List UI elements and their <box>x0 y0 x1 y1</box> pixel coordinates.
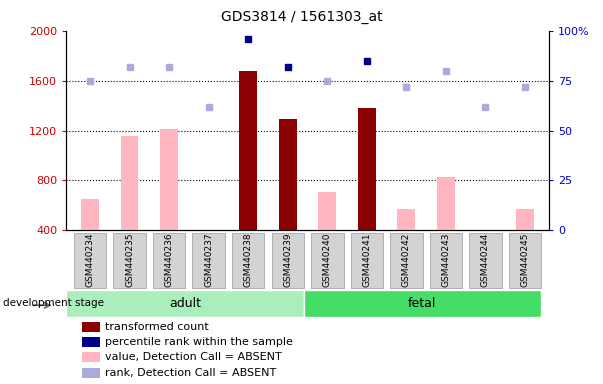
Text: GSM440239: GSM440239 <box>283 233 292 288</box>
Bar <box>81 322 99 332</box>
FancyBboxPatch shape <box>74 233 106 288</box>
Bar <box>358 108 376 230</box>
FancyBboxPatch shape <box>311 233 344 288</box>
FancyBboxPatch shape <box>303 290 541 317</box>
Bar <box>318 192 336 230</box>
FancyBboxPatch shape <box>271 233 304 288</box>
Text: GSM440236: GSM440236 <box>165 233 174 288</box>
Text: adult: adult <box>169 297 201 310</box>
FancyBboxPatch shape <box>113 233 146 288</box>
FancyBboxPatch shape <box>509 233 541 288</box>
Bar <box>160 129 178 230</box>
Text: fetal: fetal <box>408 297 437 310</box>
FancyBboxPatch shape <box>469 233 502 288</box>
Bar <box>279 119 297 230</box>
FancyBboxPatch shape <box>66 290 303 317</box>
FancyBboxPatch shape <box>192 233 225 288</box>
Text: GSM440245: GSM440245 <box>520 233 529 287</box>
Text: GSM440242: GSM440242 <box>402 233 411 287</box>
Text: GDS3814 / 1561303_at: GDS3814 / 1561303_at <box>221 10 382 23</box>
FancyBboxPatch shape <box>153 233 185 288</box>
Text: GSM440244: GSM440244 <box>481 233 490 287</box>
Text: GSM440234: GSM440234 <box>86 233 95 287</box>
Bar <box>81 367 99 378</box>
Text: GSM440235: GSM440235 <box>125 233 134 288</box>
Text: value, Detection Call = ABSENT: value, Detection Call = ABSENT <box>105 353 282 362</box>
Bar <box>437 177 455 230</box>
FancyBboxPatch shape <box>350 233 383 288</box>
Text: GSM440243: GSM440243 <box>441 233 450 287</box>
Bar <box>81 337 99 347</box>
Bar <box>239 71 257 230</box>
Text: GSM440241: GSM440241 <box>362 233 371 287</box>
Text: GSM440237: GSM440237 <box>204 233 213 288</box>
Bar <box>476 230 494 232</box>
FancyBboxPatch shape <box>232 233 265 288</box>
Bar <box>516 209 534 230</box>
Text: rank, Detection Call = ABSENT: rank, Detection Call = ABSENT <box>105 367 276 377</box>
FancyBboxPatch shape <box>430 233 462 288</box>
Text: transformed count: transformed count <box>105 322 209 332</box>
Bar <box>81 353 99 362</box>
Bar <box>397 209 415 230</box>
Bar <box>81 199 99 230</box>
Bar <box>121 136 139 230</box>
Text: GSM440238: GSM440238 <box>244 233 253 288</box>
FancyBboxPatch shape <box>390 233 423 288</box>
Text: GSM440240: GSM440240 <box>323 233 332 287</box>
Text: development stage: development stage <box>3 298 104 308</box>
Text: percentile rank within the sample: percentile rank within the sample <box>105 337 292 347</box>
